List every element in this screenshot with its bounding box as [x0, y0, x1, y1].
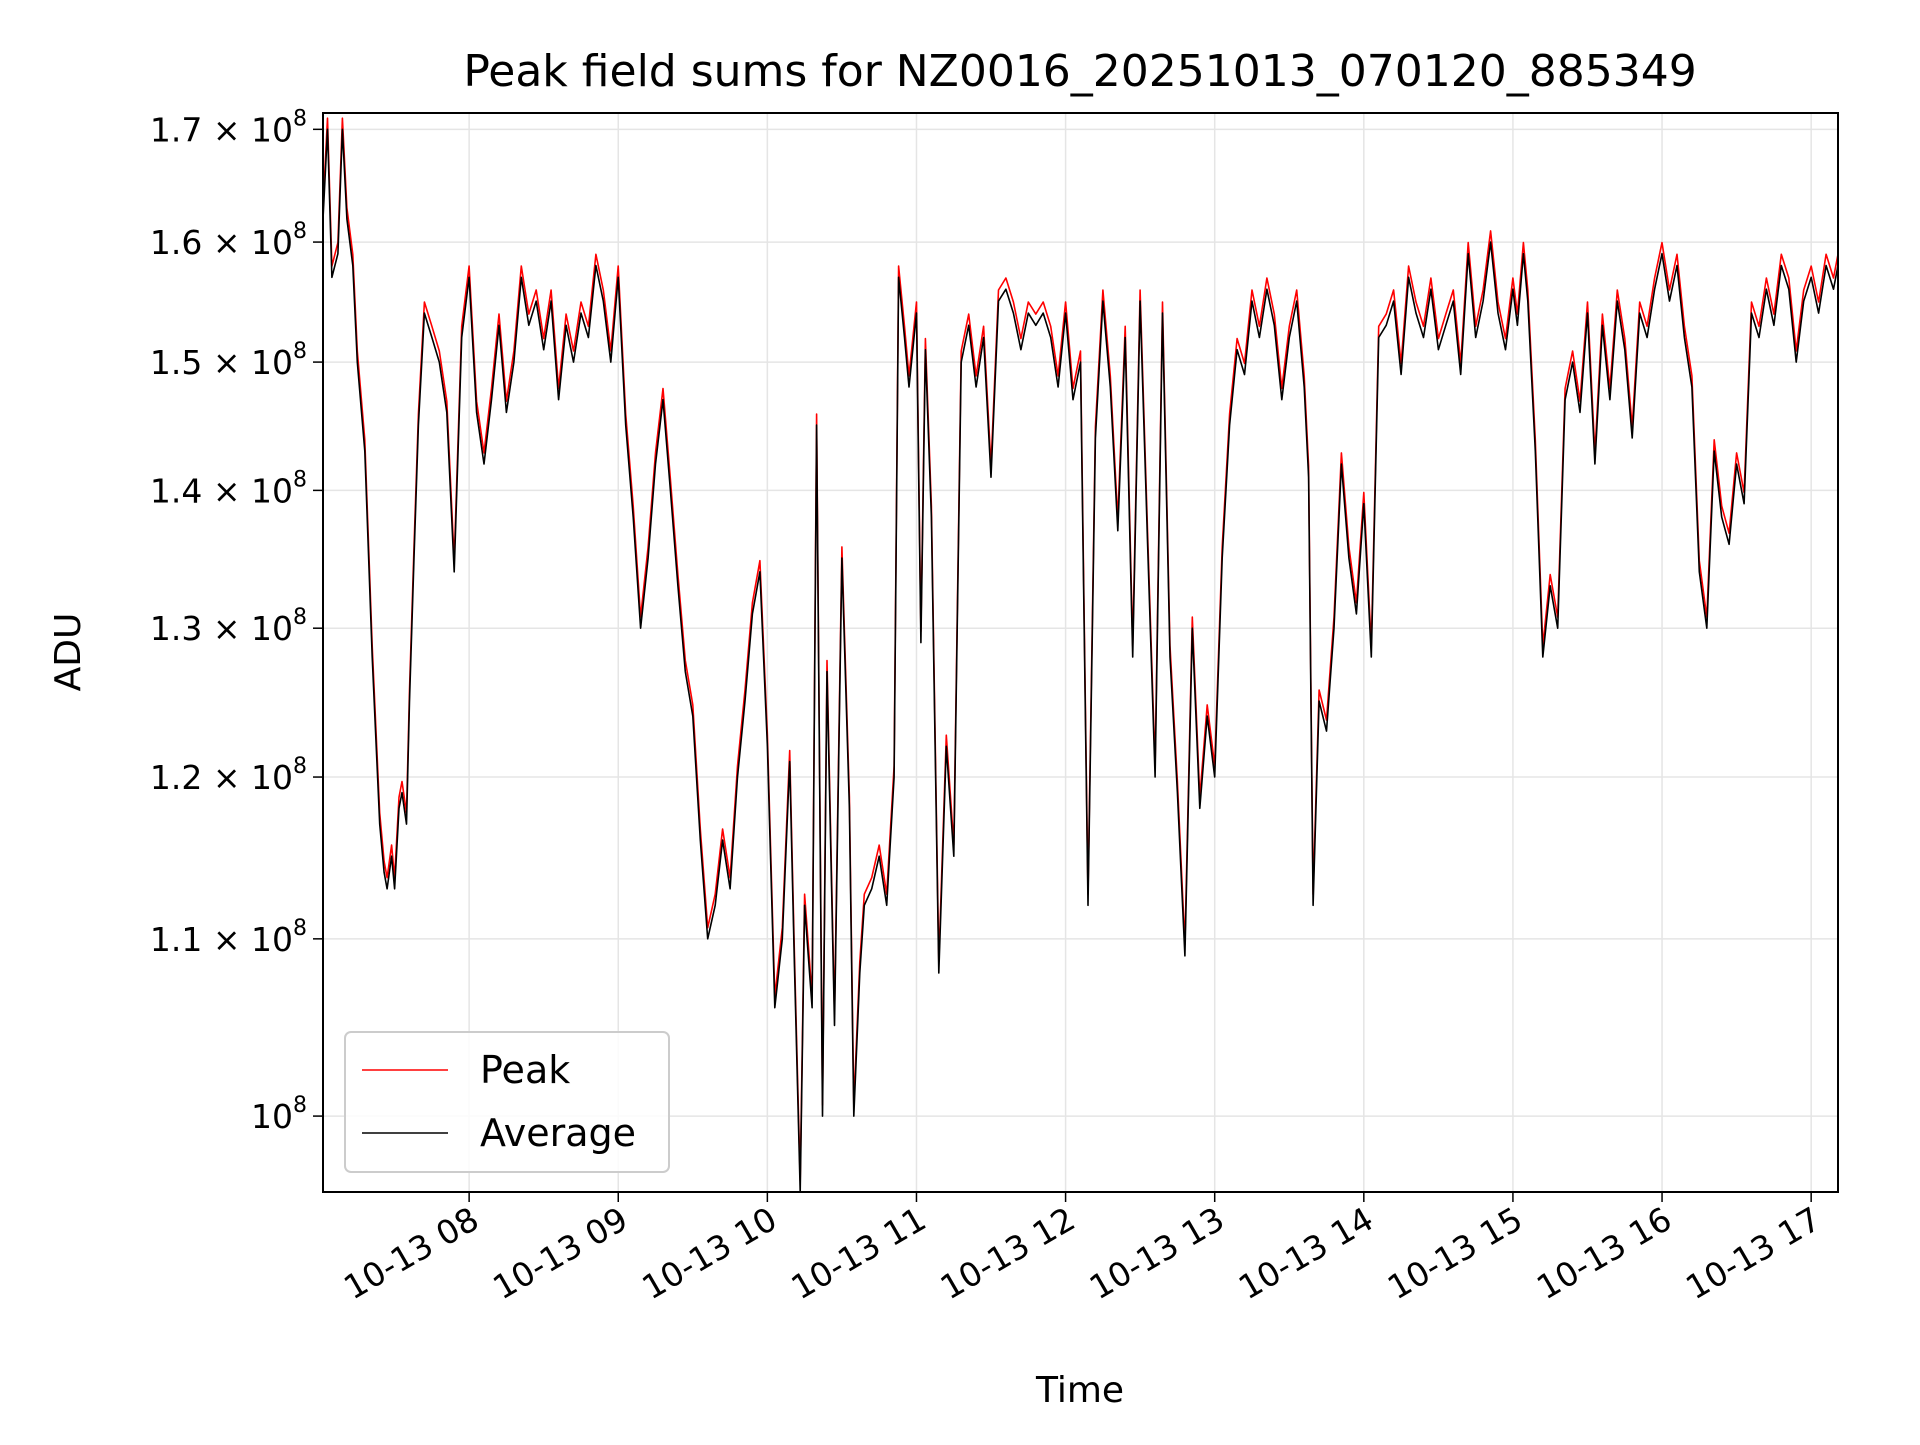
chart-title: Peak field sums for NZ0016_20251013_0701…	[463, 46, 1696, 97]
y-tick-base: 10	[251, 920, 293, 959]
y-tick-label: 1.4 × 108	[150, 467, 307, 510]
y-tick-label: 1.2 × 108	[150, 754, 307, 797]
y-tick-label: 1.6 × 108	[150, 219, 307, 262]
y-tick-mantissa: 1.6 ×	[150, 223, 251, 262]
y-tick-exponent: 8	[293, 1093, 307, 1118]
y-tick-exponent: 8	[293, 754, 307, 779]
y-tick-base: 10	[251, 758, 293, 797]
series-line-average	[322, 128, 1839, 1193]
x-axis-label: Time	[1035, 1370, 1124, 1411]
y-tick-exponent: 8	[293, 467, 307, 492]
y-tick-exponent: 8	[293, 219, 307, 244]
y-tick-mantissa: 1.1 ×	[150, 920, 251, 959]
y-tick-mantissa: 1.5 ×	[150, 343, 251, 382]
y-tick-exponent: 8	[293, 339, 307, 364]
y-tick-mantissa: 1.2 ×	[150, 758, 251, 797]
legend: Peak Average	[344, 1031, 670, 1173]
y-tick-mantissa: 1.4 ×	[150, 471, 251, 510]
y-tick-exponent: 8	[293, 605, 307, 630]
y-tick-exponent: 8	[293, 916, 307, 941]
series-layer	[322, 117, 1839, 1193]
y-tick-mantissa: 1.7 ×	[150, 110, 251, 149]
y-tick-label: 1.1 × 108	[150, 916, 307, 959]
y-tick-exponent: 8	[293, 106, 307, 131]
y-tick-base: 10	[251, 1097, 293, 1136]
y-tick-mantissa: 1.3 ×	[150, 609, 251, 648]
series-line-peak	[322, 117, 1839, 1182]
legend-label-average: Average	[480, 1111, 636, 1155]
plot-frame	[322, 112, 1839, 1193]
y-axis-label: ADU	[48, 613, 89, 692]
y-tick-base: 10	[251, 110, 293, 149]
y-tick-base: 10	[251, 471, 293, 510]
y-tick-label: 1.7 × 108	[150, 106, 307, 149]
y-tick-label: 1.5 × 108	[150, 339, 307, 382]
y-tick-label: 1.3 × 108	[150, 605, 307, 648]
grid	[323, 113, 1838, 1192]
legend-label-peak: Peak	[480, 1048, 570, 1092]
legend-box	[344, 1031, 670, 1173]
y-tick-base: 10	[251, 223, 293, 262]
y-tick-base: 10	[251, 343, 293, 382]
y-tick-label: 108	[251, 1093, 307, 1136]
y-tick-base: 10	[251, 609, 293, 648]
